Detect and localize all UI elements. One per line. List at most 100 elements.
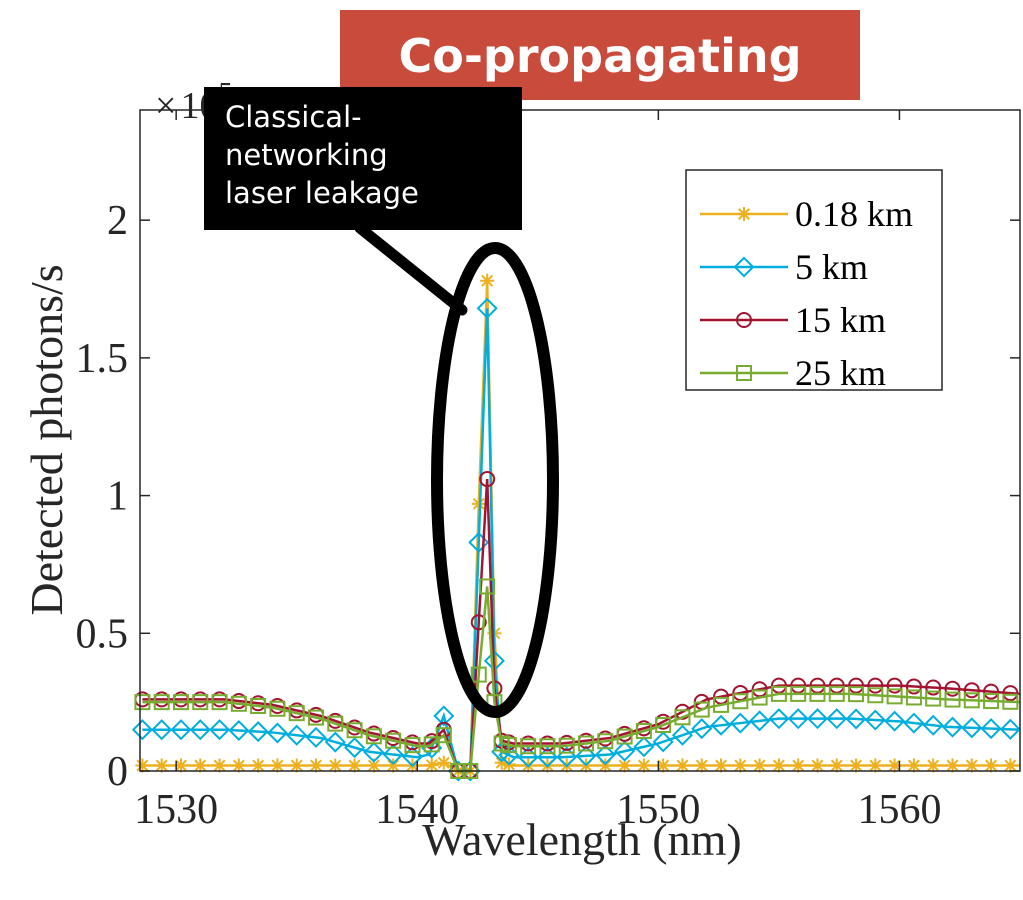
legend-item: 5 km <box>700 247 868 287</box>
data-point-square <box>192 694 209 711</box>
data-point-star <box>964 758 979 773</box>
data-point-diamond <box>884 710 906 732</box>
data-point-diamond <box>961 717 983 739</box>
data-point-diamond <box>382 743 404 765</box>
legend-label: 25 km <box>795 353 886 393</box>
star-stroke <box>213 759 226 772</box>
data-point-star <box>829 758 844 773</box>
data-point-square <box>925 690 942 707</box>
data-point-star <box>617 758 632 773</box>
data-point-square <box>983 693 1000 710</box>
data-point-star <box>945 758 960 773</box>
data-point-square <box>828 685 845 702</box>
star-stroke <box>175 759 187 772</box>
legend-item: 0.18 km <box>700 194 913 234</box>
data-point-diamond <box>652 731 674 753</box>
data-point-diamond <box>733 256 755 278</box>
star-stroke <box>830 759 843 772</box>
data-point-star <box>849 758 864 773</box>
data-point-star <box>1003 758 1018 773</box>
y-tick-label: 1 <box>107 474 128 520</box>
data-point-square <box>327 715 344 732</box>
data-point-star <box>424 758 439 773</box>
data-point-square <box>790 685 807 702</box>
data-point-diamond <box>999 718 1021 740</box>
data-point-star <box>251 758 266 773</box>
y-ticks: 0 0.5 1 1.5 2 <box>76 198 1020 795</box>
legend-label: 5 km <box>795 247 868 287</box>
data-point-diamond <box>594 744 616 766</box>
series-line <box>142 308 1021 773</box>
data-point-diamond <box>266 722 288 744</box>
data-point-circle <box>790 677 807 694</box>
data-point-diamond <box>691 718 713 740</box>
star-stroke <box>348 759 361 772</box>
callout-line-1: Classical- <box>225 100 362 134</box>
data-point-star <box>347 758 362 773</box>
star-stroke <box>907 759 920 772</box>
star-stroke <box>425 759 438 771</box>
data-point-square <box>520 738 537 755</box>
data-point-diamond <box>324 731 346 753</box>
star-stroke <box>637 759 650 772</box>
data-point-circle <box>809 677 826 694</box>
data-point-square <box>385 732 402 749</box>
y-tick-label: 1.5 <box>76 336 129 382</box>
callout-box: Classical- networking laser leakage <box>204 87 522 230</box>
star-stroke <box>946 759 959 772</box>
data-point-diamond <box>151 719 173 741</box>
star-stroke <box>252 759 265 772</box>
star-stroke <box>738 208 750 220</box>
x-tick-label: 1540 <box>375 787 459 833</box>
data-point-diamond <box>614 740 636 762</box>
data-point-square <box>713 696 730 713</box>
data-point-star <box>135 758 150 773</box>
data-point-square <box>134 694 151 711</box>
data-point-diamond <box>671 724 693 746</box>
data-point-diamond <box>980 718 1002 740</box>
data-point-star <box>694 758 709 773</box>
data-point-circle <box>886 677 903 694</box>
star-stroke <box>869 759 882 772</box>
data-point-circle <box>770 677 787 694</box>
star-stroke <box>329 759 342 772</box>
star-stroke <box>715 759 727 772</box>
data-point-star <box>436 755 451 770</box>
y-tick-label: 2 <box>107 198 128 244</box>
data-point-square <box>423 736 440 753</box>
data-point-diamond <box>633 736 655 758</box>
data-point-star <box>289 758 304 773</box>
data-point-circle <box>828 677 845 694</box>
star-stroke <box>676 759 689 772</box>
star-stroke <box>753 759 766 772</box>
data-point-square <box>944 691 961 708</box>
data-point-square <box>346 722 363 739</box>
x-tick-label: 1530 <box>134 787 218 833</box>
star-stroke <box>985 759 998 772</box>
callout-pointer-line <box>354 222 468 316</box>
star-stroke <box>387 759 400 772</box>
data-point-diamond <box>749 710 771 732</box>
data-point-square <box>635 723 652 740</box>
data-point-diamond <box>363 741 385 763</box>
data-point-diamond <box>729 712 751 734</box>
data-point-circle <box>470 614 487 631</box>
star-stroke <box>695 759 708 772</box>
series-25-km <box>134 578 1021 779</box>
data-point-square <box>578 735 595 752</box>
star-stroke <box>927 759 940 772</box>
data-point-star <box>675 758 690 773</box>
star-stroke <box>472 497 485 510</box>
star-stroke <box>271 759 284 772</box>
star-stroke <box>155 759 168 772</box>
plot-area-frame <box>139 109 1021 772</box>
data-point-square <box>539 738 556 755</box>
data-point-star <box>386 758 401 773</box>
star-stroke <box>657 759 670 772</box>
data-point-square <box>867 687 884 704</box>
star-stroke <box>965 759 978 772</box>
data-point-diamond <box>903 712 925 734</box>
star-stroke <box>772 759 785 772</box>
data-point-diamond <box>941 716 964 738</box>
